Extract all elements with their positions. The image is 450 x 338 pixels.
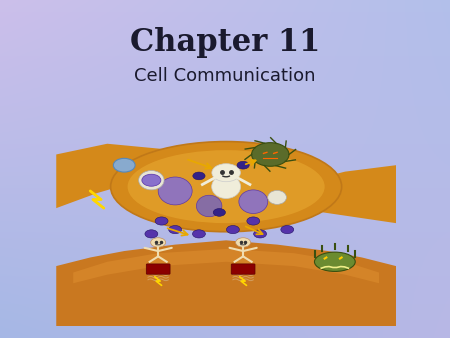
Ellipse shape — [111, 142, 342, 232]
Circle shape — [151, 238, 166, 247]
Ellipse shape — [128, 150, 324, 223]
Circle shape — [212, 164, 240, 182]
Circle shape — [281, 225, 294, 234]
Ellipse shape — [139, 171, 164, 190]
Circle shape — [247, 217, 260, 225]
Ellipse shape — [315, 252, 355, 271]
FancyBboxPatch shape — [231, 264, 255, 274]
Circle shape — [145, 230, 158, 238]
Polygon shape — [56, 240, 396, 326]
Circle shape — [193, 230, 205, 238]
Circle shape — [169, 225, 182, 234]
Polygon shape — [294, 165, 396, 223]
Circle shape — [193, 172, 205, 180]
Circle shape — [252, 143, 289, 166]
Text: Chapter 11: Chapter 11 — [130, 27, 320, 58]
Polygon shape — [73, 249, 379, 283]
Ellipse shape — [196, 195, 222, 217]
Circle shape — [226, 225, 239, 234]
Ellipse shape — [268, 190, 287, 204]
Circle shape — [213, 209, 225, 216]
Polygon shape — [56, 144, 199, 208]
Circle shape — [254, 230, 266, 238]
Circle shape — [155, 217, 168, 225]
Circle shape — [113, 158, 135, 172]
Circle shape — [142, 174, 161, 186]
Circle shape — [237, 161, 249, 169]
Circle shape — [236, 238, 251, 247]
FancyBboxPatch shape — [146, 264, 170, 274]
Ellipse shape — [212, 175, 241, 198]
Ellipse shape — [158, 177, 192, 205]
Text: Cell Communication: Cell Communication — [134, 67, 316, 85]
Ellipse shape — [239, 190, 268, 214]
